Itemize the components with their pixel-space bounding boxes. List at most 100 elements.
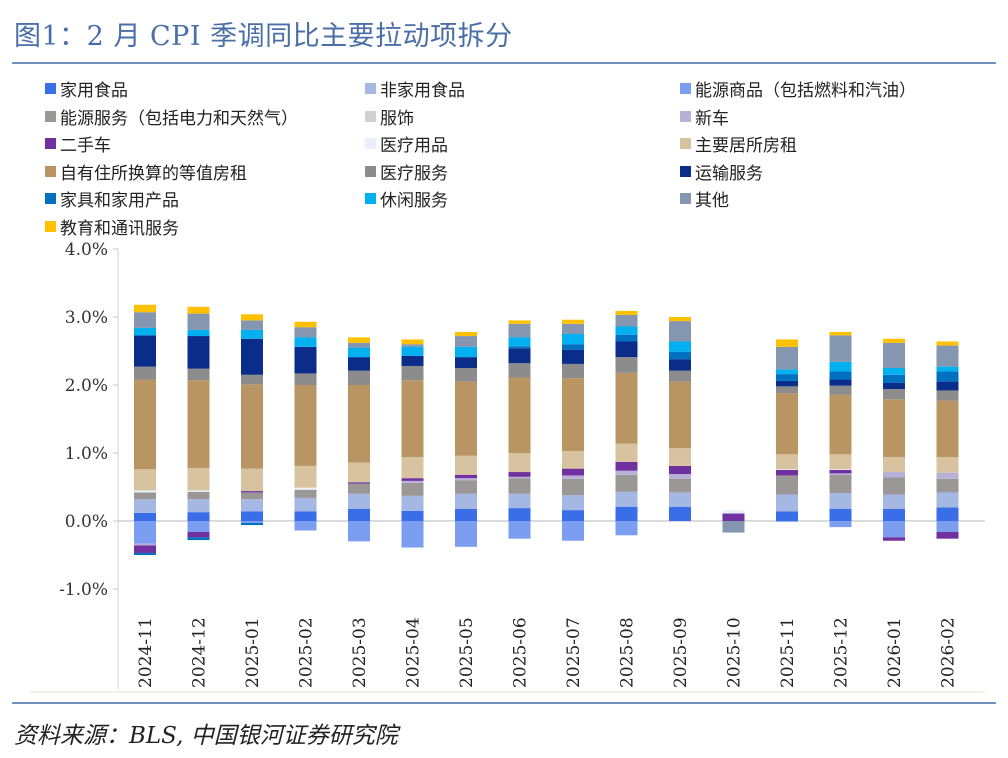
bar-segment xyxy=(187,336,210,369)
legend-swatch xyxy=(365,110,376,122)
legend-item: 休闲服务 xyxy=(365,186,448,211)
bar-segment xyxy=(401,339,424,345)
legend-swatch xyxy=(680,165,691,177)
bar-segment xyxy=(348,357,370,371)
bar-segment xyxy=(936,507,959,521)
bar-segment xyxy=(294,497,317,512)
bar-segment xyxy=(401,478,424,481)
bar-segment xyxy=(722,513,745,521)
bar-segment xyxy=(615,521,638,536)
bar-segment xyxy=(883,457,905,473)
bar-segment xyxy=(294,489,317,498)
x-tick-label: 2025-07 xyxy=(564,617,584,688)
x-tick-label: 2025-12 xyxy=(832,617,852,688)
bar-segment xyxy=(776,339,798,347)
bar-segment xyxy=(455,480,477,494)
bar-segment xyxy=(455,368,477,382)
legend-label: 其他 xyxy=(695,191,729,211)
bar-segment xyxy=(187,490,210,492)
x-tick-label: 2025-03 xyxy=(350,617,370,688)
bar-segment xyxy=(615,491,638,507)
bar-segment xyxy=(455,381,477,456)
legend-item: 能源服务（包括电力和天然气） xyxy=(45,104,298,129)
bar-segment xyxy=(241,492,263,500)
bar-segment xyxy=(615,314,638,327)
bar-segment xyxy=(615,341,638,358)
bar-segment xyxy=(829,508,852,521)
bar-segment xyxy=(348,342,370,348)
bar-segment xyxy=(562,450,584,469)
bar-segment xyxy=(294,465,317,488)
bar-segment xyxy=(134,552,156,555)
y-tick-label: 1.0% xyxy=(65,444,108,464)
source-divider xyxy=(12,702,996,704)
bar-segment xyxy=(883,389,905,400)
bar-segment xyxy=(829,371,852,380)
legend-item: 能源商品（包括燃料和汽油） xyxy=(680,76,916,101)
legend-label: 二手车 xyxy=(60,136,111,156)
bar-segment xyxy=(348,347,370,358)
legend-swatch xyxy=(680,110,691,122)
legend-swatch xyxy=(45,110,56,122)
bar-segment xyxy=(669,321,691,342)
bar-segment xyxy=(722,521,745,533)
bar-segment xyxy=(241,320,263,330)
bar-segment xyxy=(187,306,210,314)
legend-label: 主要居所房租 xyxy=(695,136,797,156)
bar-segment xyxy=(776,454,798,470)
bar-segment xyxy=(615,372,638,444)
bar-segment xyxy=(187,329,210,337)
bar-segment xyxy=(455,346,477,358)
bar-segment xyxy=(294,521,317,531)
bar-segment xyxy=(562,323,584,334)
bar-segment xyxy=(401,457,424,479)
bar-segment xyxy=(187,491,210,500)
bar-segment xyxy=(883,508,905,521)
bar-segment xyxy=(187,512,210,521)
bar-segment xyxy=(455,331,477,337)
legend-swatch xyxy=(680,193,691,204)
bar-segment xyxy=(883,521,905,538)
bar-segment xyxy=(134,545,156,553)
bar-segment xyxy=(883,338,905,343)
bar-segment xyxy=(401,380,424,458)
bar-segment xyxy=(936,472,959,479)
bar-segment xyxy=(669,370,691,382)
bar-segment xyxy=(348,337,370,343)
x-tick-label: 2025-01 xyxy=(243,617,263,688)
legend-swatch xyxy=(680,138,691,149)
bar-segment xyxy=(829,474,852,494)
bar-segment xyxy=(883,382,905,390)
bar-segment xyxy=(829,469,852,470)
bar-segment xyxy=(508,493,531,509)
legend-item: 服饰 xyxy=(365,104,414,129)
bar-segment xyxy=(615,474,638,492)
bar-segment xyxy=(936,366,959,372)
legend-item: 教育和通讯服务 xyxy=(45,214,179,239)
bar-segment xyxy=(241,374,263,385)
x-tick-label: 2024-11 xyxy=(136,617,156,688)
bar-segment xyxy=(187,368,210,381)
bar-segment xyxy=(615,506,638,521)
legend-swatch xyxy=(365,193,376,204)
legend-item: 二手车 xyxy=(45,131,111,156)
bar-segment xyxy=(455,521,477,547)
bar-segment xyxy=(401,495,424,511)
bar-segment xyxy=(294,327,317,338)
bar-segment xyxy=(936,457,959,473)
legend-label: 家用食品 xyxy=(60,81,128,101)
legend-item: 自有住所换算的等值房租 xyxy=(45,159,247,184)
bar-segment xyxy=(562,510,584,521)
bar-segment xyxy=(401,521,424,548)
bar-segment xyxy=(562,378,584,451)
bar-segment xyxy=(776,470,798,476)
bar-segment xyxy=(134,327,156,336)
legend-swatch xyxy=(365,83,376,94)
bar-segment xyxy=(508,323,531,338)
legend-label: 新车 xyxy=(695,108,729,129)
bar-segment xyxy=(562,363,584,379)
bar-segment xyxy=(187,380,210,468)
bar-segment xyxy=(669,474,691,479)
bar-segment xyxy=(669,492,691,507)
bar-segment xyxy=(936,400,959,458)
